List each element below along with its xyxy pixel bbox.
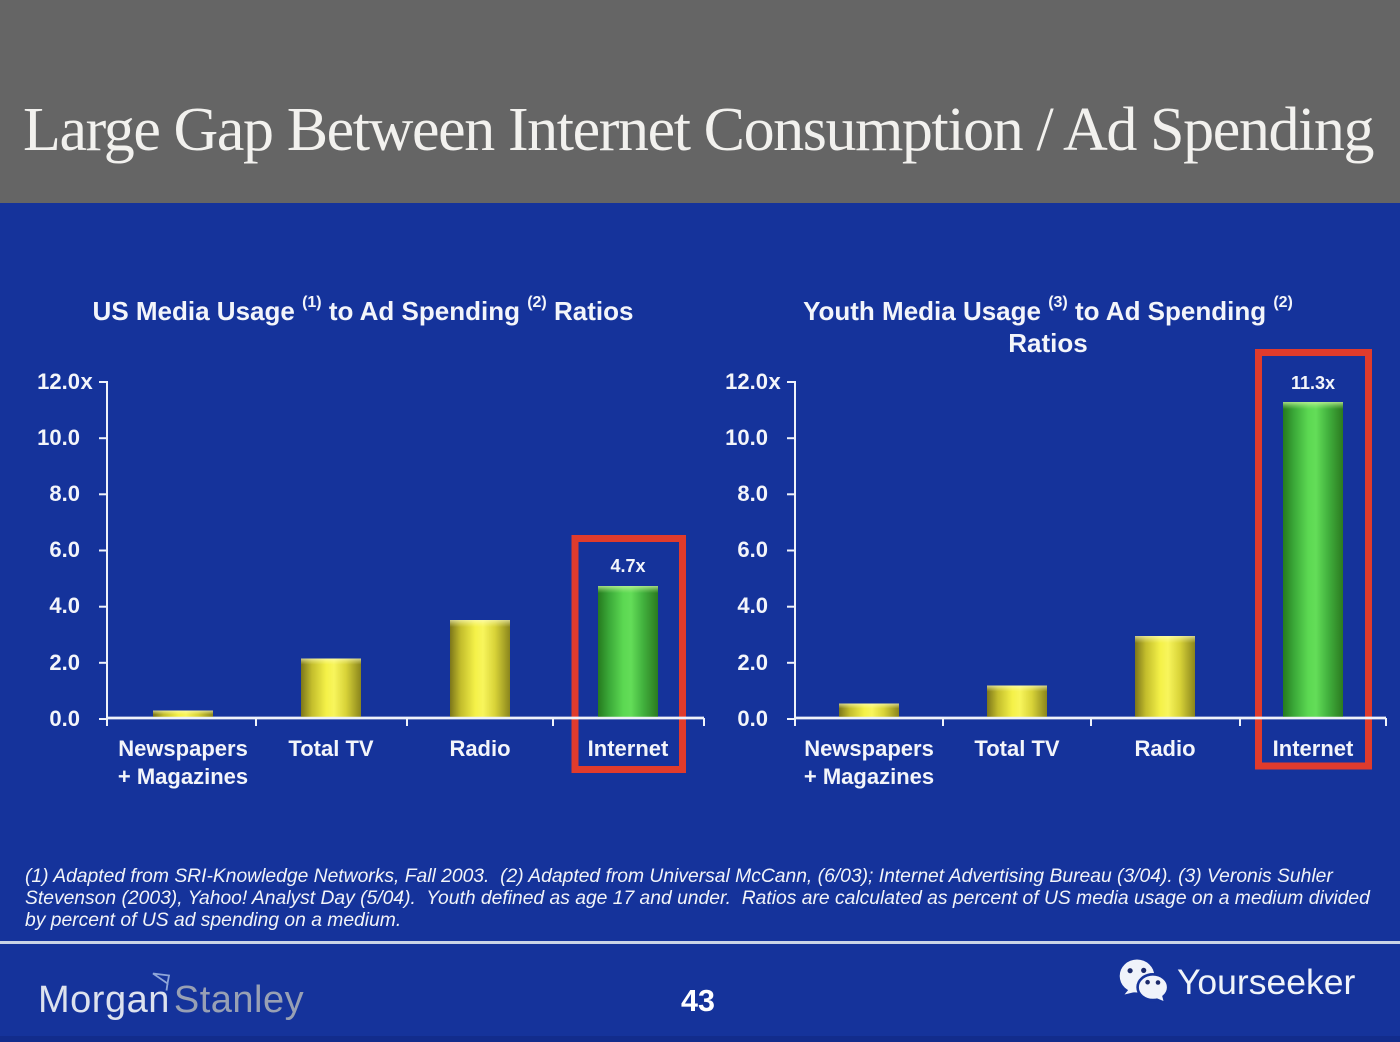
- svg-text:x: x: [769, 369, 782, 394]
- svg-text:Newspapers: Newspapers: [804, 736, 934, 761]
- svg-text:+ Magazines: + Magazines: [118, 764, 248, 789]
- svg-text:0.0: 0.0: [737, 706, 768, 731]
- svg-text:8.0: 8.0: [49, 481, 80, 506]
- svg-text:2.0: 2.0: [737, 650, 768, 675]
- svg-text:12.0: 12.0: [37, 369, 80, 394]
- svg-text:Internet: Internet: [1273, 736, 1354, 761]
- svg-text:Radio: Radio: [1134, 736, 1195, 761]
- svg-text:Total TV: Total TV: [288, 736, 373, 761]
- svg-text:Internet: Internet: [588, 736, 669, 761]
- svg-text:2.0: 2.0: [49, 650, 80, 675]
- svg-text:Radio: Radio: [449, 736, 510, 761]
- svg-text:4.0: 4.0: [49, 593, 80, 618]
- svg-text:6.0: 6.0: [49, 537, 80, 562]
- svg-text:x: x: [81, 369, 94, 394]
- svg-text:4.0: 4.0: [737, 593, 768, 618]
- svg-text:Total TV: Total TV: [974, 736, 1059, 761]
- svg-text:12.0: 12.0: [725, 369, 768, 394]
- svg-text:+ Magazines: + Magazines: [804, 764, 934, 789]
- svg-text:10.0: 10.0: [37, 425, 80, 450]
- svg-text:11.3x: 11.3x: [1291, 373, 1335, 393]
- svg-text:10.0: 10.0: [725, 425, 768, 450]
- svg-text:0.0: 0.0: [49, 706, 80, 731]
- svg-text:6.0: 6.0: [737, 537, 768, 562]
- svg-text:Newspapers: Newspapers: [118, 736, 248, 761]
- svg-text:8.0: 8.0: [737, 481, 768, 506]
- svg-text:4.7x: 4.7x: [610, 556, 645, 576]
